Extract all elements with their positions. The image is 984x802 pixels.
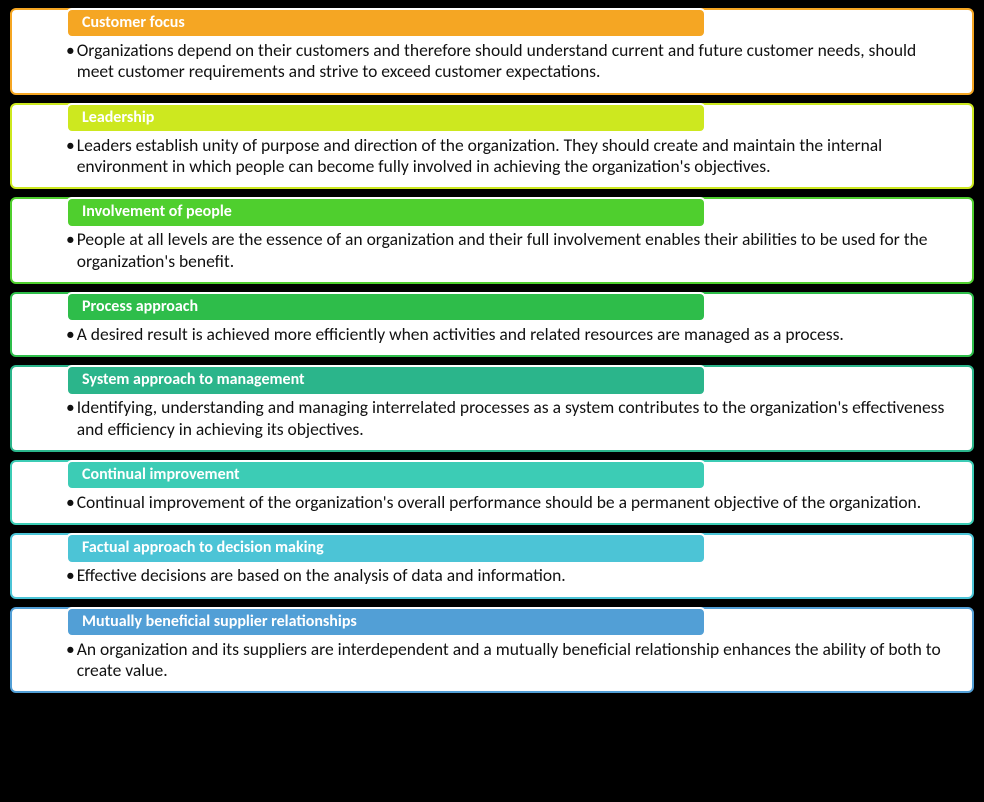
principle-body-text: Organizations depend on their customers … <box>77 40 954 83</box>
principle-card: Mutually beneficial supplier relationshi… <box>10 607 974 694</box>
principle-card: LeadershipLeaders establish unity of pur… <box>10 103 974 190</box>
principle-body-text: Identifying, understanding and managing … <box>77 397 954 440</box>
principle-card: Factual approach to decision makingEffec… <box>10 533 974 598</box>
principle-body-text: Leaders establish unity of purpose and d… <box>77 135 954 178</box>
principle-card: Continual improvementContinual improveme… <box>10 460 974 525</box>
principle-title: Involvement of people <box>66 197 706 227</box>
principle-card: Process approachA desired result is achi… <box>10 292 974 357</box>
principle-title: Mutually beneficial supplier relationshi… <box>66 607 706 637</box>
principles-infographic: Customer focusOrganizations depend on th… <box>4 8 980 693</box>
principle-body-text: People at all levels are the essence of … <box>77 229 954 272</box>
principle-body-text: An organization and its suppliers are in… <box>77 639 954 682</box>
principle-title: Continual improvement <box>66 460 706 490</box>
principle-body-text: Effective decisions are based on the ana… <box>77 565 566 586</box>
principle-title: Process approach <box>66 292 706 322</box>
principle-title: Customer focus <box>66 8 706 38</box>
principle-title: Factual approach to decision making <box>66 533 706 563</box>
principle-card: Customer focusOrganizations depend on th… <box>10 8 974 95</box>
principle-title: System approach to management <box>66 365 706 395</box>
principle-body-text: A desired result is achieved more effici… <box>77 324 844 345</box>
principle-card: System approach to managementIdentifying… <box>10 365 974 452</box>
principle-card: Involvement of peoplePeople at all level… <box>10 197 974 284</box>
principle-body-text: Continual improvement of the organizatio… <box>77 492 921 513</box>
principle-title: Leadership <box>66 103 706 133</box>
